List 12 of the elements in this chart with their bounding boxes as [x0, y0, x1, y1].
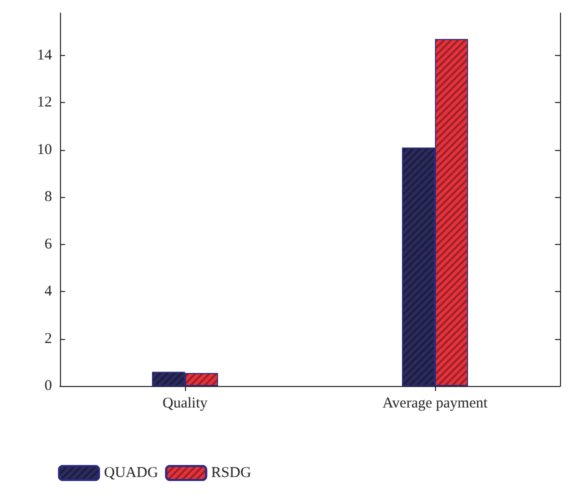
- legend-label: QUADG: [104, 465, 158, 481]
- y-tick-label: 6: [44, 236, 52, 252]
- y-tick-label: 0: [44, 378, 52, 394]
- legend-label: RSDG: [211, 465, 252, 481]
- y-tick-label: 2: [44, 330, 52, 347]
- x-tick-label: Average payment: [382, 396, 488, 412]
- y-tick-label: 8: [44, 189, 52, 206]
- y-tick-label: 4: [44, 284, 52, 300]
- y-tick-label: 14: [37, 47, 52, 64]
- y-tick-label: 10: [37, 142, 52, 158]
- x-tick-label: Quality: [162, 396, 208, 412]
- y-tick-label: 12: [37, 94, 52, 111]
